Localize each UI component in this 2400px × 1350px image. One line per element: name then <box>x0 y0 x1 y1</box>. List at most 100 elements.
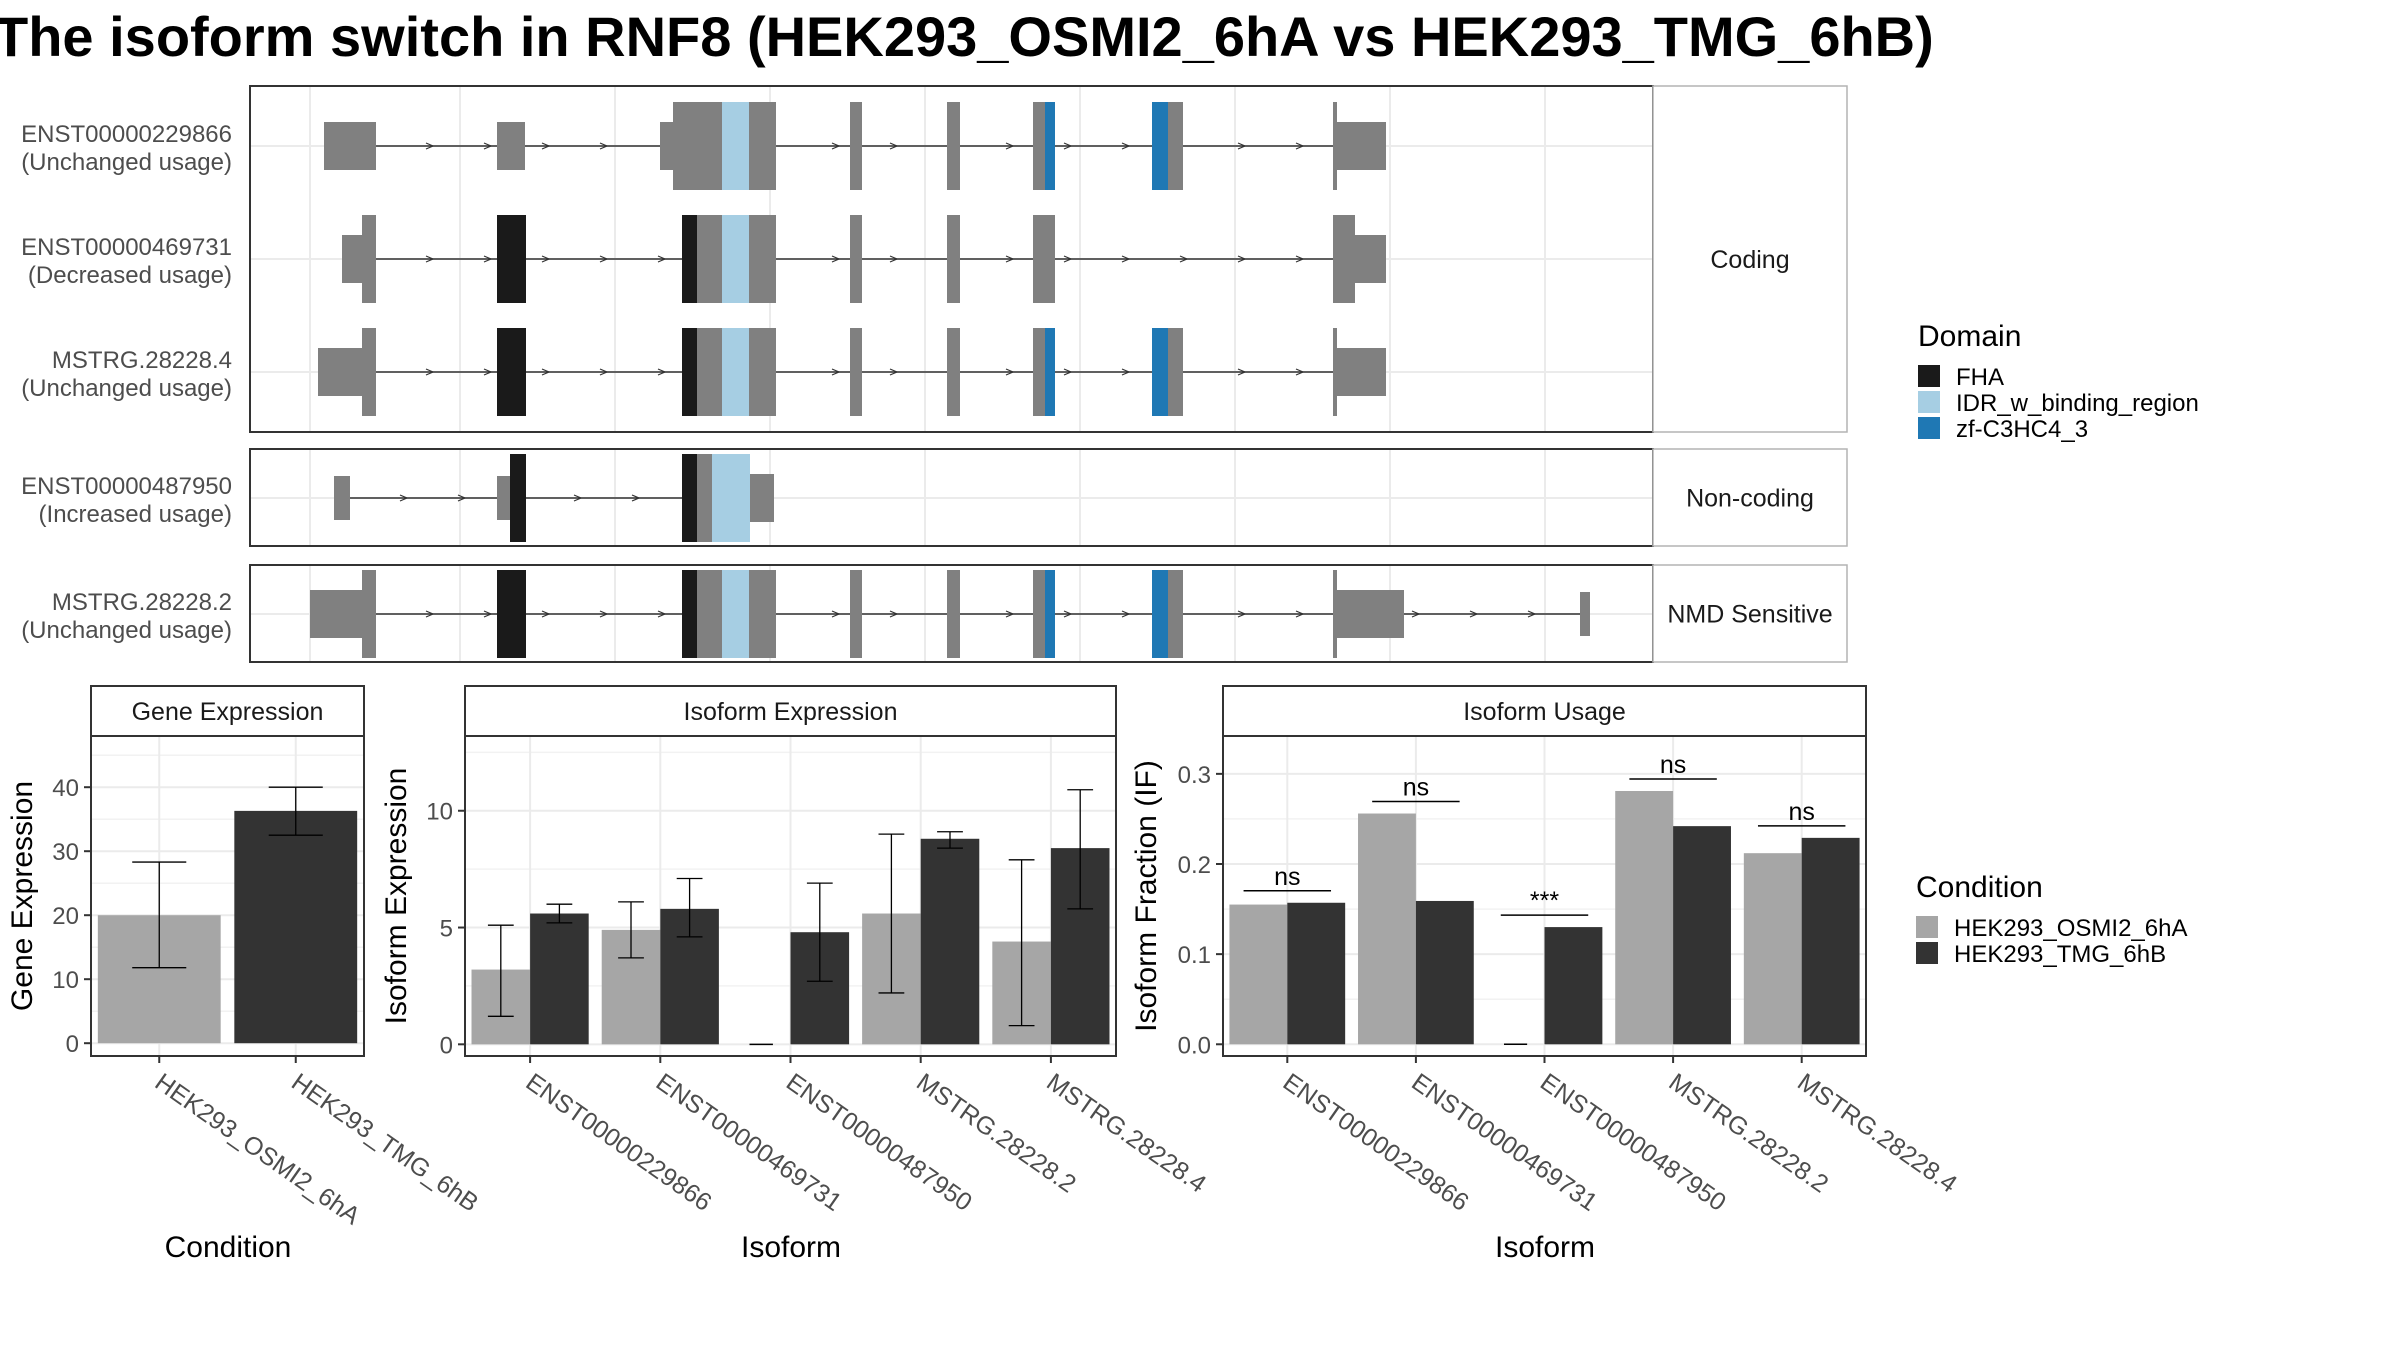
significance-label: *** <box>1530 887 1559 915</box>
exon <box>947 570 960 658</box>
bar <box>1801 837 1860 1045</box>
intron-arrow <box>599 255 609 263</box>
exon <box>749 102 776 190</box>
intron-arrow <box>831 610 841 618</box>
exon <box>1033 570 1045 658</box>
intron-arrow <box>889 255 899 263</box>
domain-segment <box>1152 570 1168 658</box>
facet-strip <box>90 685 365 737</box>
y-tick-label: 30 <box>52 839 79 866</box>
x-axis-label: Isoform <box>1495 1231 1595 1264</box>
legend-title: Condition <box>1916 871 2043 904</box>
structure-panel: ENST00000487950(Increased usage) Non-codi… <box>21 448 1848 547</box>
facet-strip-label: Non-coding <box>1686 485 1814 513</box>
exon <box>750 474 774 522</box>
isoform-usage-label: (Unchanged usage) <box>21 375 232 402</box>
y-tick-label: 20 <box>52 903 79 930</box>
exon <box>850 102 862 190</box>
y-tick-label: 10 <box>52 967 79 994</box>
legend-key <box>1916 916 1938 938</box>
exon <box>697 454 712 542</box>
intron-arrow <box>1295 255 1305 263</box>
intron-arrow <box>599 610 609 618</box>
exon <box>1337 122 1386 170</box>
legend-key <box>1918 417 1940 439</box>
exon <box>318 348 362 396</box>
intron-arrow <box>483 368 493 376</box>
y-tick-label: 0.1 <box>1178 942 1211 969</box>
isoform-usage-label: (Unchanged usage) <box>21 149 232 176</box>
domain-segment <box>712 454 750 542</box>
y-tick-label: 40 <box>52 775 79 802</box>
isoform-label: ENST00000229866 <box>21 121 232 148</box>
intron-arrow <box>1295 368 1305 376</box>
intron-arrow <box>831 255 841 263</box>
intron-arrow <box>573 494 583 502</box>
domain-segment <box>497 328 526 416</box>
domain-segment <box>722 328 749 416</box>
exon <box>1033 102 1045 190</box>
domain-segment <box>497 570 526 658</box>
bar <box>1229 904 1288 1045</box>
exon <box>1168 570 1183 658</box>
isoform-row <box>324 102 1386 190</box>
intron-arrow <box>1063 368 1073 376</box>
domain-segment <box>1152 328 1168 416</box>
intron-arrow <box>425 255 435 263</box>
domain-segment <box>722 215 749 303</box>
structure-panel: MSTRG.28228.2(Unchanged usage) NMD Sensit… <box>21 564 1848 663</box>
intron-arrow <box>483 610 493 618</box>
domain-segment <box>682 215 697 303</box>
legend-label: HEK293_OSMI2_6hA <box>1954 915 2187 942</box>
exon <box>1168 102 1183 190</box>
exon <box>947 215 960 303</box>
exon <box>850 328 862 416</box>
intron-arrow <box>457 494 467 502</box>
y-tick-label: 10 <box>426 799 453 826</box>
domain-segment <box>1045 570 1055 658</box>
intron-arrow <box>1063 610 1073 618</box>
facet-strip <box>464 685 1117 737</box>
bar <box>530 913 589 1045</box>
intron-arrow <box>1005 610 1015 618</box>
significance-label: ns <box>1660 751 1686 779</box>
domain-segment <box>1152 102 1168 190</box>
intron-arrow <box>631 494 641 502</box>
bar <box>920 838 980 1045</box>
intron-arrow <box>1063 255 1073 263</box>
bar <box>234 810 358 1044</box>
facet-strip <box>1222 685 1867 737</box>
y-tick-label: 0 <box>66 1031 79 1058</box>
facet-strip <box>1652 448 1848 547</box>
isoform-usage-label: (Increased usage) <box>39 501 232 528</box>
intron-arrow <box>1411 610 1421 618</box>
intron-arrow <box>1005 255 1015 263</box>
exon <box>1333 215 1355 303</box>
intron-arrow <box>599 368 609 376</box>
legend-key <box>1918 391 1940 413</box>
intron-arrow <box>1121 255 1131 263</box>
intron-arrow <box>541 255 551 263</box>
isoform-label: ENST00000469731 <box>21 234 232 261</box>
exon <box>1333 570 1337 658</box>
x-axis-label: Isoform <box>741 1231 841 1264</box>
intron-arrow <box>1237 610 1247 618</box>
domain-segment <box>722 570 749 658</box>
intron-arrow <box>1237 368 1247 376</box>
exon <box>673 102 722 190</box>
facet-strip-label: Coding <box>1710 246 1789 274</box>
y-tick-label: 0.2 <box>1178 852 1211 879</box>
isoform-row <box>334 454 774 542</box>
y-axis-label: Isoform Expression <box>380 768 413 1025</box>
significance-label: ns <box>1274 863 1300 891</box>
intron-arrow <box>1237 255 1247 263</box>
isoform-label: MSTRG.28228.2 <box>52 589 232 616</box>
intron-arrow <box>831 368 841 376</box>
isoform-row <box>342 215 1386 303</box>
domain-segment <box>682 454 697 542</box>
isoform-usage-label: (Decreased usage) <box>28 262 232 289</box>
exon <box>1333 102 1337 190</box>
